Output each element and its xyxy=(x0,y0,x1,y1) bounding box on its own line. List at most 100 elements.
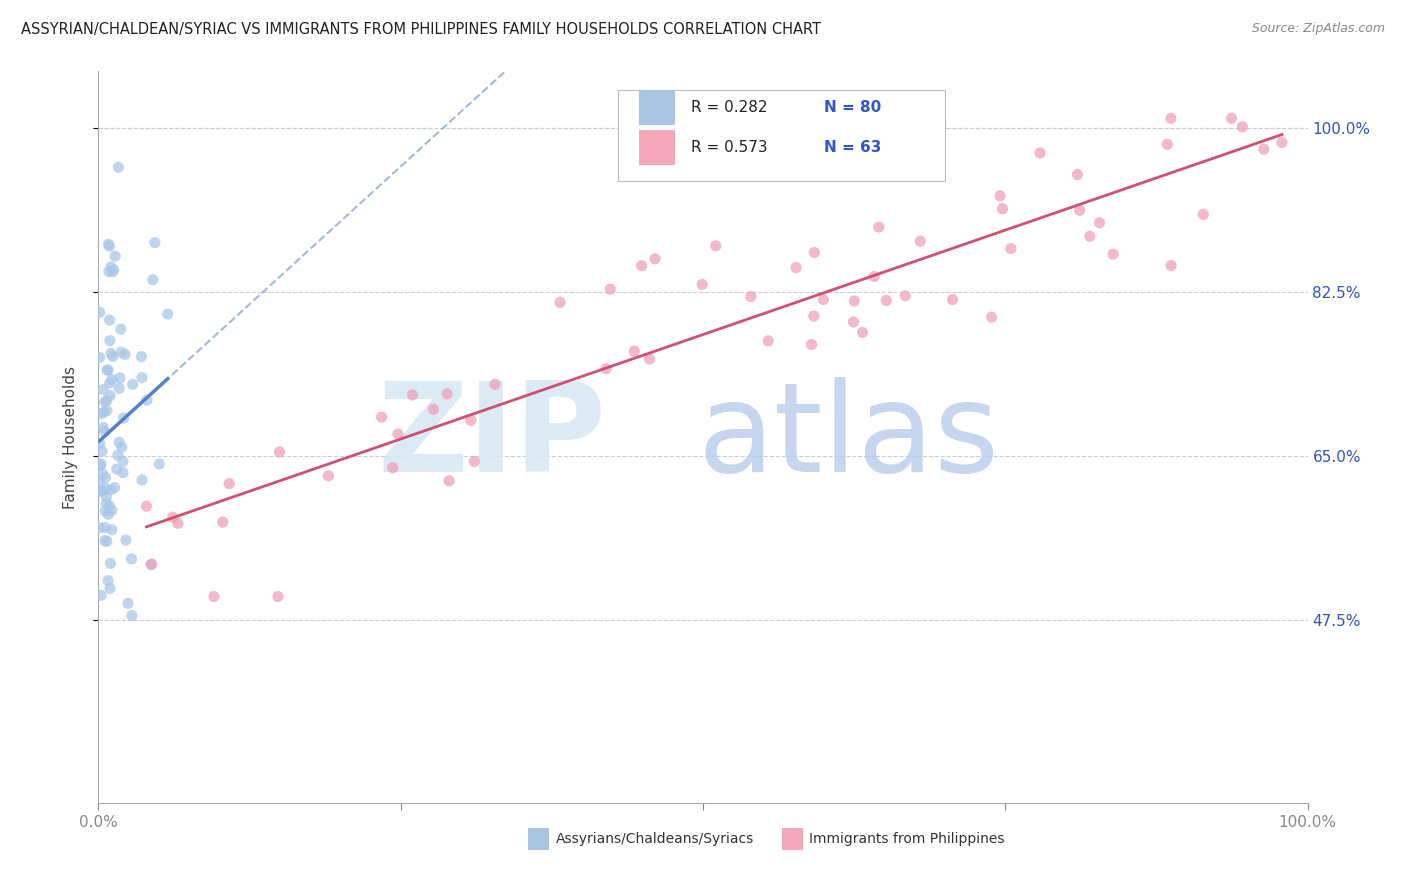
Point xyxy=(93,394,115,409)
Point xyxy=(94,533,117,548)
Point xyxy=(110,345,132,359)
Point xyxy=(381,460,404,475)
Point xyxy=(844,293,866,308)
Point xyxy=(98,389,121,403)
Point xyxy=(1156,137,1178,152)
Point xyxy=(401,388,423,402)
Point xyxy=(1088,216,1111,230)
Point xyxy=(114,347,136,361)
Point xyxy=(1078,229,1101,244)
Point xyxy=(89,436,111,450)
Point xyxy=(112,411,135,425)
Point xyxy=(117,596,139,610)
Point xyxy=(1102,247,1125,261)
Point xyxy=(98,313,121,327)
Point xyxy=(105,462,128,476)
Point xyxy=(96,363,118,377)
Point xyxy=(98,582,121,596)
Point xyxy=(318,468,340,483)
Point xyxy=(89,458,111,473)
Point xyxy=(211,515,233,529)
Text: Immigrants from Philippines: Immigrants from Philippines xyxy=(810,832,1005,847)
Point xyxy=(875,293,897,308)
Point xyxy=(97,237,120,252)
Point xyxy=(1271,136,1294,150)
Text: N = 80: N = 80 xyxy=(824,100,882,115)
Point xyxy=(111,466,134,480)
Point xyxy=(97,363,120,377)
Point xyxy=(89,521,111,535)
Point xyxy=(484,377,506,392)
Point xyxy=(96,534,118,549)
Point xyxy=(1160,112,1182,126)
Text: ZIP: ZIP xyxy=(378,376,606,498)
Point xyxy=(100,260,122,274)
Point xyxy=(131,473,153,487)
Point xyxy=(863,269,886,284)
Point xyxy=(422,402,444,417)
FancyBboxPatch shape xyxy=(782,829,803,850)
Point xyxy=(94,497,117,511)
Point xyxy=(1192,207,1215,221)
Point xyxy=(436,387,458,401)
Point xyxy=(269,445,291,459)
Point xyxy=(599,282,621,296)
Point xyxy=(437,474,460,488)
Point xyxy=(111,440,134,454)
Point xyxy=(91,467,114,482)
Point xyxy=(623,344,645,359)
Point xyxy=(370,410,392,425)
Point xyxy=(100,557,122,571)
Text: Assyrians/Chaldeans/Syriacs: Assyrians/Chaldeans/Syriacs xyxy=(555,832,754,847)
Point xyxy=(98,499,121,513)
Point xyxy=(460,413,482,427)
Point xyxy=(108,435,131,450)
Point xyxy=(98,376,121,390)
Point xyxy=(800,337,823,351)
Point xyxy=(90,407,112,421)
Point xyxy=(108,381,131,395)
Point xyxy=(1069,203,1091,218)
Point xyxy=(785,260,807,275)
Point xyxy=(148,457,170,471)
Text: R = 0.573: R = 0.573 xyxy=(690,140,768,154)
Point xyxy=(756,334,779,348)
Point xyxy=(980,310,1002,325)
Point xyxy=(548,295,571,310)
Point xyxy=(463,454,485,468)
Point xyxy=(100,346,122,360)
Point xyxy=(93,425,115,439)
Point xyxy=(1232,120,1254,134)
Point xyxy=(93,405,115,419)
Point xyxy=(120,552,142,566)
Point xyxy=(100,483,122,497)
Point xyxy=(96,393,118,408)
Point xyxy=(842,315,865,329)
Point xyxy=(121,608,143,623)
Point xyxy=(167,516,190,531)
Text: N = 63: N = 63 xyxy=(824,140,882,154)
Point xyxy=(115,533,138,547)
Point xyxy=(104,249,127,263)
Point xyxy=(89,484,111,499)
Point xyxy=(988,189,1011,203)
Point xyxy=(103,263,125,277)
Point xyxy=(267,590,290,604)
Point xyxy=(908,234,931,248)
Text: R = 0.282: R = 0.282 xyxy=(690,100,768,115)
Point xyxy=(139,558,162,572)
Point xyxy=(1220,112,1243,126)
Point xyxy=(803,309,825,323)
Point xyxy=(868,220,890,235)
Point xyxy=(704,239,727,253)
Point xyxy=(595,361,617,376)
Point xyxy=(91,383,114,397)
Point xyxy=(156,307,179,321)
Point xyxy=(991,202,1014,216)
Point xyxy=(110,322,132,336)
Point xyxy=(136,393,159,408)
Point xyxy=(108,371,131,385)
Point xyxy=(638,351,661,366)
Point xyxy=(97,265,120,279)
Point xyxy=(101,523,124,537)
